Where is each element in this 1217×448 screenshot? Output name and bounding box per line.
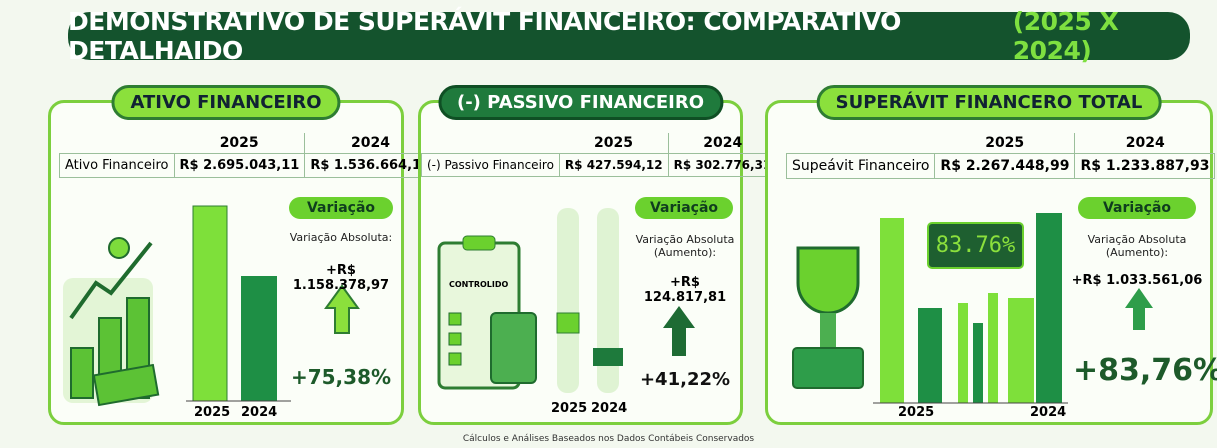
column-header: 2024	[1075, 133, 1215, 154]
display: 83.76%	[928, 233, 1023, 258]
footer: Cálculos e Análises Baseados nos Dados C…	[0, 434, 1217, 444]
variation-label: Variação Absoluta:	[289, 231, 393, 244]
row-label: Ativo Financeiro	[60, 154, 175, 178]
cell: R$ 2.695.043,11	[174, 154, 305, 178]
title-bar: DEMONSTRATIVO DE SUPERÁVIT FINANCEIRO: C…	[68, 12, 1190, 60]
cell: R$ 2.267.448,99	[935, 154, 1075, 179]
cell: R$ 1.536.664,14	[305, 154, 436, 178]
column-header: 2024	[305, 133, 436, 154]
cell: R$ 302.776,31	[668, 154, 777, 177]
row-label: Supeávit Financeiro	[787, 154, 935, 179]
page: {"header":{"title":"DEMONSTRATIVO DE SUP…	[0, 0, 1217, 448]
panel-title: SUPERÁVIT FINANCERO TOTAL	[817, 85, 1162, 120]
clipboard-label: CONTROLIDO	[449, 280, 508, 289]
badge: Variação	[289, 197, 393, 219]
bar-label: 2024	[241, 405, 277, 420]
illustration	[768, 198, 1216, 423]
bar-label: 2025	[551, 401, 587, 416]
column-header: 2024	[668, 133, 777, 154]
title: DEMONSTRATIVO DE SUPERÁVIT FINANCEIRO: C…	[68, 7, 1005, 65]
variation-value: +R$ 1.033.561,06	[1070, 273, 1204, 288]
panel-title: ATIVO FINANCEIRO	[111, 85, 340, 120]
bar-label: 2024	[1030, 405, 1066, 420]
column-header: 2025	[559, 133, 668, 154]
percent: +41,22%	[635, 369, 735, 390]
cell: R$ 1.233.887,93	[1075, 154, 1215, 179]
variation-label: Variação Absoluta (Aumento):	[1078, 233, 1196, 259]
badge: Variação	[635, 197, 733, 219]
row-label: (-) Passivo Financeiro	[422, 154, 560, 177]
cell: R$ 427.594,12	[559, 154, 668, 177]
variation-value: +R$ 1.158.378,97	[279, 263, 403, 293]
bar-label: 2025	[898, 405, 934, 420]
panel-title: (-) PASSIVO FINANCEIRO	[438, 85, 723, 120]
percent: +83,76%	[1073, 353, 1207, 388]
column-header: 2025	[935, 133, 1075, 154]
bar-label: 2024	[591, 401, 627, 416]
bar-label: 2025	[194, 405, 230, 420]
variation-value: +R$ 124.817,81	[627, 275, 743, 305]
subtitle: (2025 X 2024)	[1013, 7, 1190, 65]
column-header: 2025	[174, 133, 305, 154]
badge: Variação	[1078, 197, 1196, 219]
percent: +75,38%	[289, 365, 393, 389]
variation-label: Variação Absoluta (Aumento):	[627, 233, 743, 259]
